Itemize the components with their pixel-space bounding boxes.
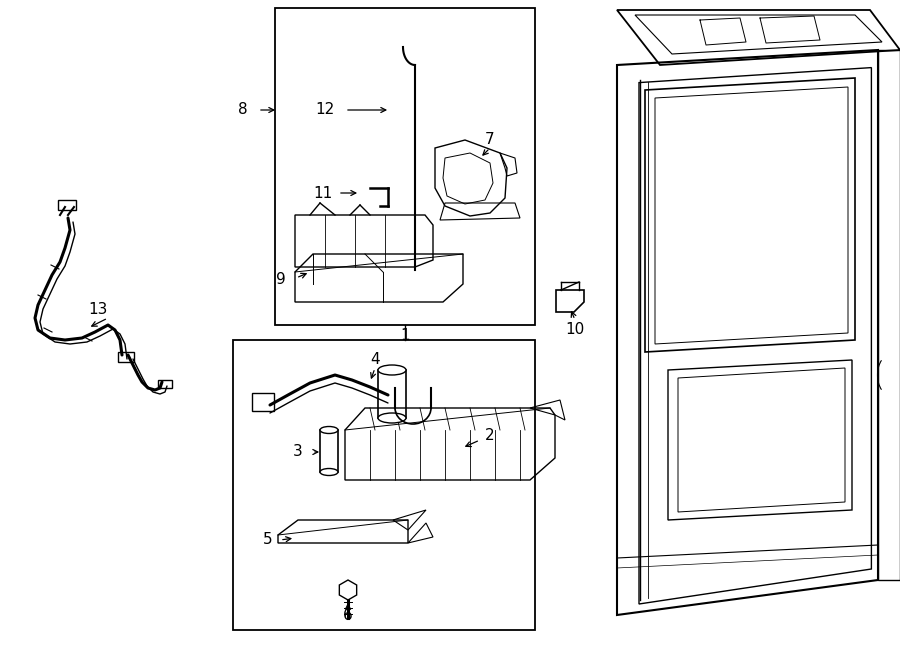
- Text: 13: 13: [88, 303, 108, 317]
- Bar: [252, 393, 274, 411]
- Bar: [233, 340, 535, 630]
- Text: 5: 5: [263, 533, 273, 547]
- Bar: [275, 8, 535, 325]
- Text: 7: 7: [485, 132, 495, 147]
- Ellipse shape: [378, 413, 406, 423]
- Bar: [118, 352, 134, 362]
- Text: 11: 11: [313, 186, 333, 200]
- Bar: [58, 200, 76, 210]
- Text: 9: 9: [276, 272, 286, 288]
- Bar: [158, 380, 172, 388]
- Text: 3: 3: [293, 444, 303, 459]
- Text: 12: 12: [315, 102, 335, 118]
- Text: 10: 10: [565, 323, 585, 338]
- Text: 2: 2: [485, 428, 495, 442]
- Ellipse shape: [378, 365, 406, 375]
- Ellipse shape: [320, 426, 338, 434]
- Text: 6: 6: [343, 607, 353, 623]
- Text: 1: 1: [400, 327, 410, 342]
- Text: 8: 8: [238, 102, 248, 118]
- Text: 4: 4: [370, 352, 380, 368]
- Ellipse shape: [320, 469, 338, 475]
- Bar: [320, 430, 338, 472]
- Bar: [378, 370, 406, 418]
